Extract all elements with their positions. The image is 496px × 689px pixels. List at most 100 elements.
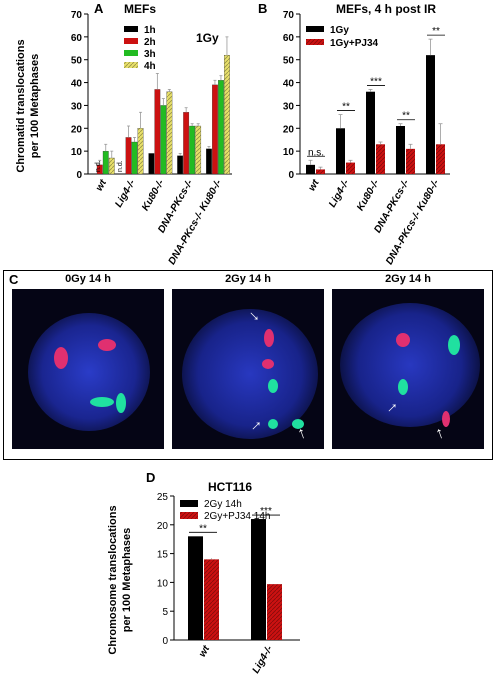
category-label: DNA-PKcs-/- Ku80-/- bbox=[167, 177, 225, 266]
red-chromosome bbox=[262, 359, 274, 369]
legend-swatch bbox=[306, 26, 324, 32]
panel-a-letter: A bbox=[94, 1, 104, 16]
y-tick-label: 15 bbox=[157, 550, 169, 561]
panel-a-condition: 1Gy bbox=[196, 31, 219, 45]
category-label: Ku80-/- bbox=[140, 177, 167, 212]
y-tick-label: 0 bbox=[162, 636, 168, 647]
y-tick-label: 40 bbox=[71, 79, 83, 90]
legend-swatch bbox=[180, 512, 198, 519]
category-label: DNA-PKcs-/- Ku80-/- bbox=[384, 177, 442, 266]
nucleus-blob bbox=[340, 303, 480, 427]
green-chromosome bbox=[90, 397, 114, 407]
green-chromosome bbox=[116, 393, 126, 413]
bar bbox=[183, 112, 190, 175]
bar bbox=[160, 105, 167, 175]
panel-b-chart: B MEFs, 4 h post IR 0 10 20 30 40 50 60 70 wt Li… bbox=[258, 1, 450, 267]
red-chromosome bbox=[98, 339, 116, 351]
green-chromosome bbox=[448, 335, 460, 355]
bar bbox=[125, 137, 132, 175]
bar bbox=[218, 80, 224, 175]
bar bbox=[267, 584, 282, 640]
red-chromosome bbox=[264, 329, 274, 347]
legend-label: 1Gy+PJ34 bbox=[330, 38, 379, 49]
significance-label: *** bbox=[370, 76, 382, 87]
significance-label: ** bbox=[432, 26, 440, 37]
panel-d-title: HCT116 bbox=[208, 480, 252, 494]
legend-label: 4h bbox=[144, 61, 156, 72]
bar bbox=[108, 157, 115, 175]
y-tick-label: 20 bbox=[71, 124, 83, 135]
micrograph-0gy-title: 0Gy 14 h bbox=[65, 273, 111, 285]
significance-label: ** bbox=[342, 102, 350, 113]
category-label: wt bbox=[307, 177, 322, 193]
y-tick-label: 10 bbox=[71, 147, 83, 158]
legend-swatch bbox=[124, 26, 138, 32]
y-tick-label: 70 bbox=[283, 10, 295, 21]
category-label: wt bbox=[94, 177, 109, 193]
nucleus-blob bbox=[28, 313, 150, 431]
red-chromosome bbox=[396, 333, 410, 347]
bar bbox=[195, 125, 202, 175]
bar bbox=[212, 84, 218, 175]
micrograph-2gy-a: ↑ ↑ ↑ bbox=[172, 289, 324, 449]
significance-label: *** bbox=[260, 506, 272, 517]
y-tick-label: 30 bbox=[283, 101, 295, 112]
panel-a-chart: A MEFs 1Gy Chromatid translocations per … bbox=[15, 1, 232, 267]
bar bbox=[148, 153, 155, 175]
y-tick-label: 0 bbox=[288, 170, 294, 181]
legend-swatch bbox=[124, 50, 138, 56]
y-tick-label: 50 bbox=[283, 56, 295, 67]
category-label: Lig4-/- bbox=[113, 177, 138, 209]
y-tick-label: 50 bbox=[71, 56, 83, 67]
y-tick-label: 5 bbox=[162, 607, 168, 618]
legend-label: 2Gy+PJ34 14h bbox=[204, 511, 270, 522]
bar bbox=[188, 536, 203, 640]
bar bbox=[206, 148, 212, 175]
micrograph-2gy-b: ↑ ↑ bbox=[332, 289, 484, 449]
panel-c-micrographs: C 0Gy 14 h 2Gy 14 h ↑ ↑ ↑ 2Gy 14 h ↑ ↑ bbox=[3, 270, 493, 460]
bar bbox=[102, 150, 109, 175]
micrograph-0gy bbox=[12, 289, 164, 449]
micrograph-2gy-a-title: 2Gy 14 h bbox=[225, 273, 271, 285]
panel-a-nd-lig4: n.d. bbox=[117, 160, 124, 172]
bar bbox=[396, 126, 405, 174]
legend-label: 1h bbox=[144, 25, 156, 36]
category-label: Lig4-/- bbox=[251, 643, 276, 675]
bar bbox=[376, 144, 385, 174]
y-tick-label: 20 bbox=[157, 521, 169, 532]
bar bbox=[177, 155, 184, 175]
legend-swatch bbox=[124, 38, 138, 44]
bar bbox=[406, 148, 415, 174]
legend-label: 2h bbox=[144, 37, 156, 48]
bar bbox=[436, 144, 445, 174]
legend-swatch bbox=[124, 62, 138, 68]
arrow-icon: ↑ bbox=[433, 424, 447, 443]
panel-a-ylabel-line2: per 100 Metaphases bbox=[29, 54, 41, 159]
bar bbox=[166, 91, 173, 175]
y-tick-label: 0 bbox=[76, 170, 82, 181]
legend-swatch bbox=[306, 39, 324, 45]
bar bbox=[346, 162, 355, 174]
significance-label: ** bbox=[199, 523, 207, 534]
bar bbox=[251, 519, 266, 640]
category-label: Lig4-/- bbox=[327, 177, 352, 209]
legend-label: 1Gy bbox=[330, 25, 349, 36]
bar bbox=[137, 128, 144, 175]
panel-b-letter: B bbox=[258, 1, 267, 16]
y-tick-label: 70 bbox=[71, 10, 83, 21]
panel-b-title: MEFs, 4 h post IR bbox=[336, 2, 436, 16]
y-tick-label: 40 bbox=[283, 79, 295, 90]
bar bbox=[131, 141, 138, 175]
red-chromosome bbox=[442, 411, 450, 427]
panel-c-letter: C bbox=[9, 272, 19, 287]
bar bbox=[224, 54, 230, 175]
bar bbox=[336, 128, 345, 174]
bar bbox=[426, 55, 435, 175]
bar bbox=[316, 169, 325, 174]
y-tick-label: 10 bbox=[157, 578, 169, 589]
panel-d-ylabel-line2: per 100 Metaphases bbox=[121, 528, 133, 633]
panel-a-ylabel-line1: Chromatid translocations bbox=[15, 39, 27, 172]
green-chromosome bbox=[398, 379, 408, 395]
y-tick-label: 25 bbox=[157, 492, 169, 503]
legend-label: 3h bbox=[144, 49, 156, 60]
